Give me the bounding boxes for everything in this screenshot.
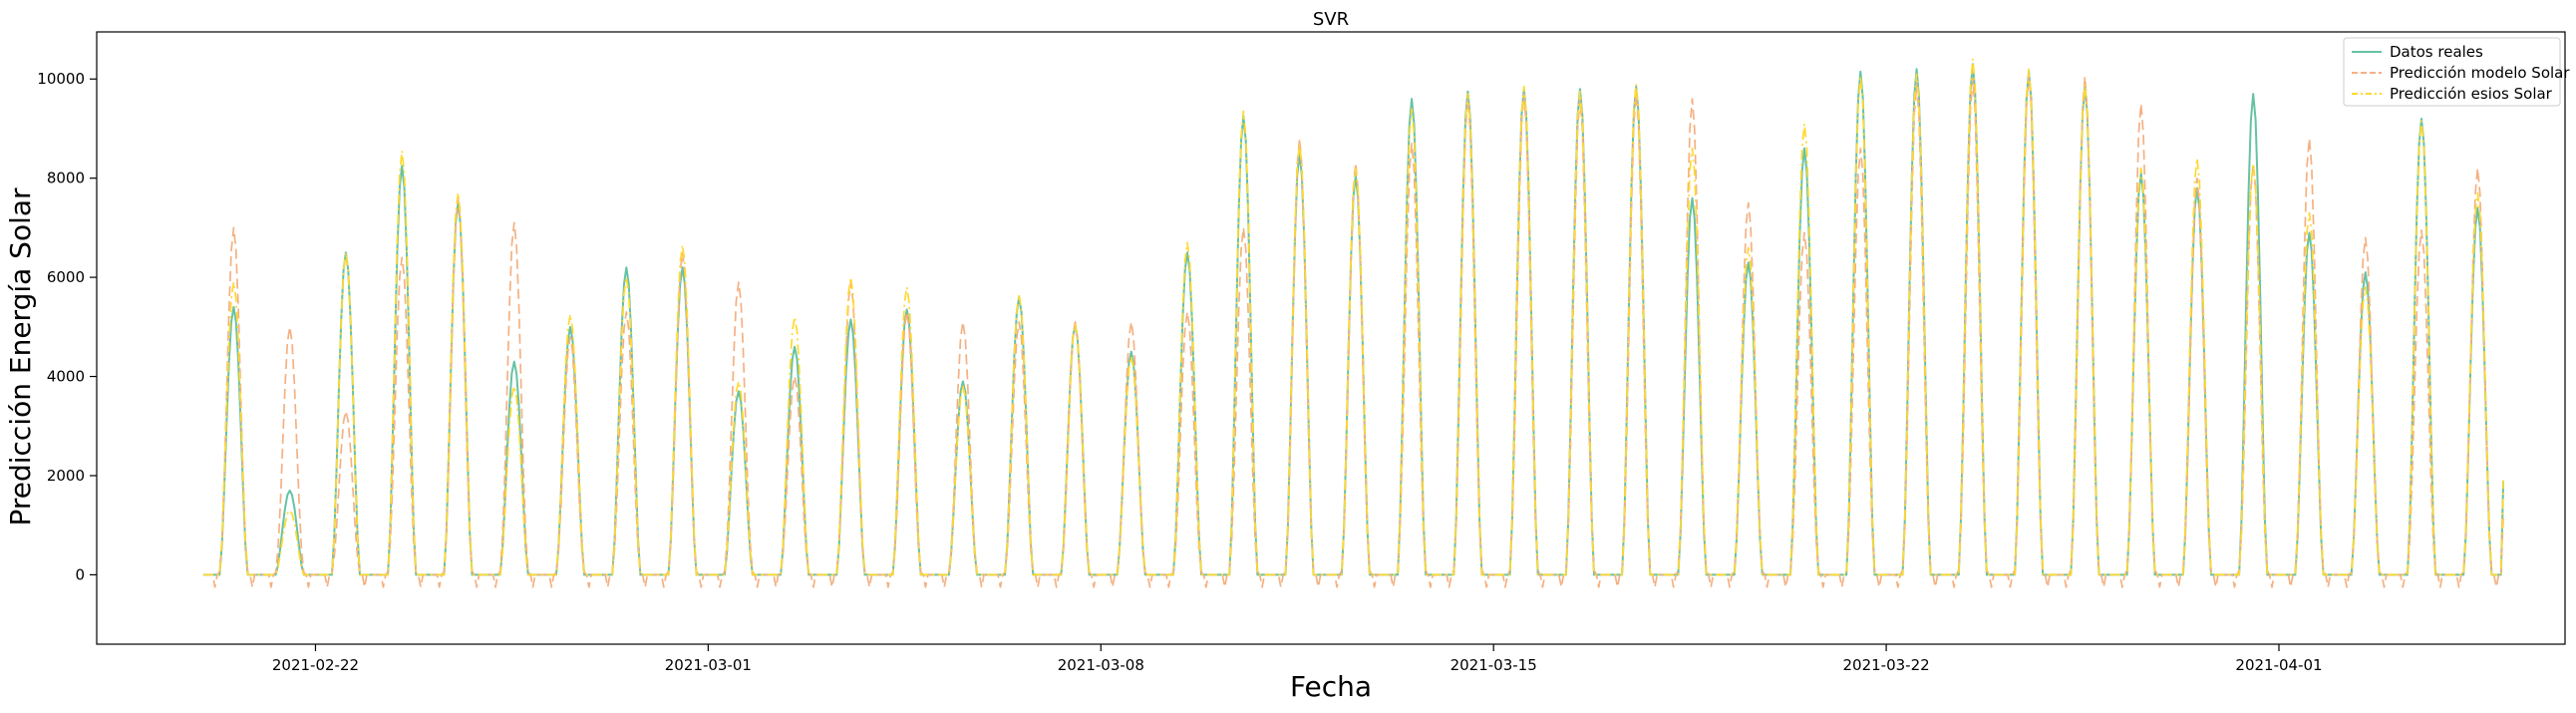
y-tick-label: 8000 [47, 170, 85, 187]
x-tick-label: 2021-04-01 [2235, 656, 2322, 674]
x-tick-label: 2021-03-22 [1843, 656, 1930, 674]
y-axis-label: Predicción Energía Solar [4, 187, 37, 527]
series-line-3 [202, 58, 2504, 576]
x-tick-label: 2021-02-22 [272, 656, 359, 674]
x-tick-label: 2021-03-08 [1058, 656, 1144, 674]
series-line-1 [202, 63, 2505, 576]
legend-frame [2343, 37, 2561, 107]
legend: Datos reales Predicción modelo Solar Predi… [2343, 37, 2570, 107]
series-group [202, 58, 2505, 588]
y-tick-label: 2000 [47, 467, 85, 485]
x-axis-label: Fecha [1290, 670, 1372, 703]
plot-frame [96, 31, 2566, 645]
legend-label: Predicción modelo Solar [2390, 64, 2570, 82]
axes-group: 0 2000 4000 6000 8000 10000 2021-02-22 2021-03-… [37, 31, 2566, 674]
y-tick-label: 10000 [37, 70, 85, 88]
x-tick-label: 2021-03-15 [1450, 656, 1537, 674]
y-tick-label: 4000 [47, 368, 85, 386]
x-tick-label: 2021-03-01 [665, 656, 752, 674]
legend-label: Datos reales [2390, 43, 2483, 61]
legend-label: Predicción esios Solar [2390, 85, 2553, 103]
y-tick-label: 6000 [47, 268, 85, 286]
chart-title: SVR [1313, 9, 1349, 30]
series-line-2 [202, 73, 2504, 588]
y-tick-label: 0 [75, 565, 85, 583]
